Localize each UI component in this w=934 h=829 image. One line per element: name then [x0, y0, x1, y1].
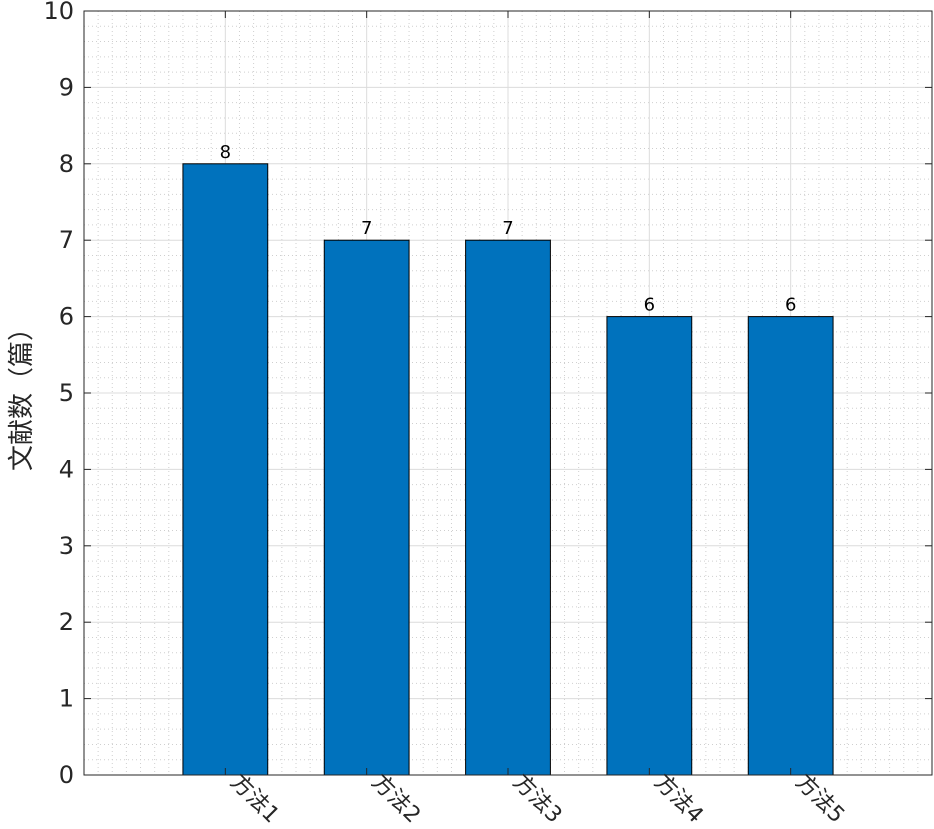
y-tick-label: 10 — [43, 0, 74, 25]
y-axis-label: 文献数（篇） — [7, 315, 37, 471]
data-label-4: 6 — [644, 295, 655, 316]
data-label-2: 7 — [361, 218, 372, 239]
x-tick-label: 方法1 — [225, 770, 284, 829]
bars — [182, 163, 834, 776]
y-tick-label: 6 — [59, 303, 74, 331]
bar-1 — [182, 163, 269, 776]
y-tick-label: 8 — [59, 150, 74, 178]
y-tick-label: 1 — [59, 685, 74, 713]
x-tick-label: 方法4 — [649, 770, 708, 829]
y-tick-label: 0 — [59, 761, 74, 789]
y-tick-label: 2 — [59, 608, 74, 636]
y-tick-label: 9 — [59, 73, 74, 101]
y-axis-ticks: 0 1 2 3 4 5 6 7 8 9 10 — [43, 0, 932, 789]
data-labels: 8 7 7 6 6 — [220, 142, 797, 316]
bar-3 — [465, 239, 551, 776]
bar-2 — [323, 239, 410, 776]
y-tick-label: 7 — [59, 226, 74, 254]
data-label-1: 8 — [220, 142, 231, 163]
data-label-3: 7 — [502, 218, 513, 239]
y-tick-label: 5 — [59, 379, 74, 407]
x-tick-label: 方法2 — [366, 770, 425, 829]
y-tick-label: 3 — [59, 532, 74, 560]
y-tick-label: 4 — [59, 455, 74, 483]
x-tick-label: 方法5 — [790, 770, 849, 829]
bar-4 — [606, 316, 693, 776]
x-tick-label: 方法3 — [508, 770, 567, 829]
data-label-5: 6 — [785, 295, 796, 316]
bar-5 — [747, 316, 834, 776]
